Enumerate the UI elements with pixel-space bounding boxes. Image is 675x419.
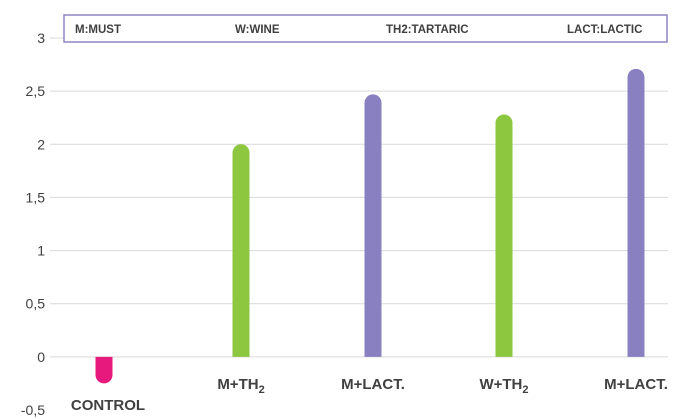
y-tick-label: 0 [37,349,45,365]
bar-control-0 [95,356,113,384]
bar-m-lact-2 [364,94,382,357]
legend: M:MUST W:WINE TH2:TARTARIC LACT:LACTIC [63,14,668,43]
x-category-label: CONTROL [71,397,145,414]
gridlines [50,37,668,358]
x-category-label: M+LACT. [341,376,405,393]
x-axis-category-labels: CONTROL M+TH2 M+LACT. W+TH2 M+LACT. [71,376,668,414]
legend-item-tartaric: TH2:TARTARIC [386,24,469,36]
bar-w-th2-3 [495,114,513,357]
bar-m-lact-4 [627,68,645,357]
y-tick-label: 1 [37,243,45,259]
y-tick-label: 2 [37,136,45,152]
y-tick-label: 3 [37,30,45,46]
x-category-label: W+TH2 [479,376,528,396]
x-category-label: M+TH2 [217,376,264,396]
y-axis-tick-labels: -0,5 0 0,5 1 1,5 2 2,5 3 [21,30,45,418]
bar-m-th2-1 [232,144,250,357]
x-category-label: M+LACT. [604,376,668,393]
legend-item-must: M:MUST [75,24,121,36]
y-tick-label: -0,5 [21,402,45,418]
legend-item-lactic: LACT:LACTIC [567,24,642,36]
y-tick-label: 2,5 [26,83,46,99]
y-tick-label: 0,5 [26,296,46,312]
legend-item-wine: W:WINE [235,24,280,36]
y-tick-label: 1,5 [26,189,46,205]
legend-box [63,14,668,43]
bars [95,68,645,384]
